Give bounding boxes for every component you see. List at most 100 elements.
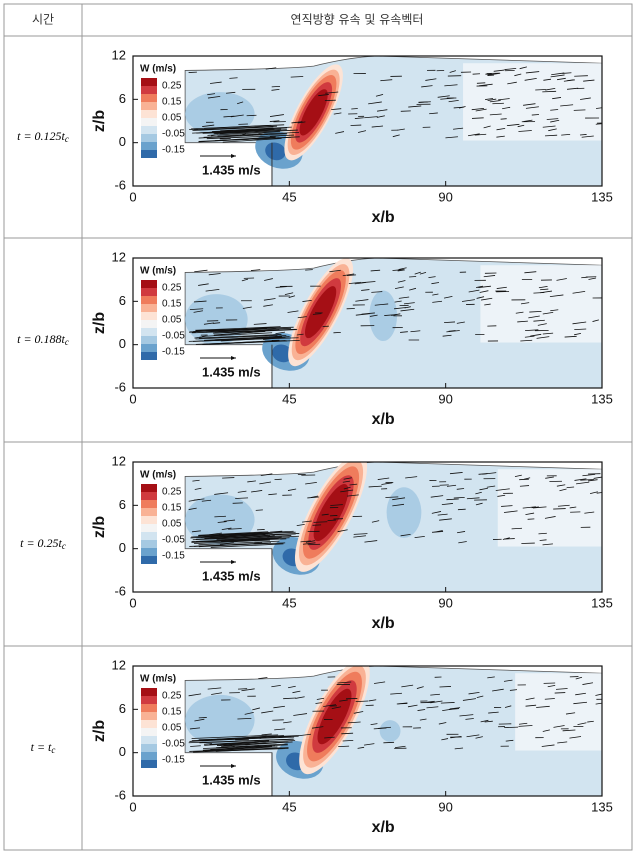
legend-label: 0.05 <box>162 519 182 530</box>
velocity-vector <box>518 722 528 725</box>
velocity-vector <box>361 289 370 291</box>
velocity-vector <box>368 699 377 702</box>
field <box>133 258 602 388</box>
jet-vector <box>194 125 277 131</box>
velocity-vector <box>533 292 545 294</box>
wall-downwash <box>272 344 293 363</box>
velocity-vector <box>453 496 465 499</box>
velocity-vector <box>241 278 249 282</box>
jet-vector <box>204 124 285 129</box>
velocity-vector <box>189 308 204 311</box>
velocity-vector <box>542 312 554 315</box>
velocity-vector <box>467 133 480 137</box>
velocity-vector <box>468 692 480 695</box>
velocity-vector <box>543 78 552 81</box>
velocity-vector <box>443 295 453 299</box>
jet-vector <box>192 126 274 131</box>
velocity-vector <box>548 128 557 132</box>
velocity-vector <box>449 707 461 710</box>
velocity-vector <box>577 722 587 726</box>
velocity-vector <box>264 278 273 281</box>
velocity-vector <box>536 705 550 708</box>
velocity-vector <box>198 283 209 286</box>
jet-vector <box>191 328 296 334</box>
velocity-vector <box>557 741 568 744</box>
velocity-vector <box>589 491 598 495</box>
downwash-region <box>386 487 422 538</box>
legend-swatch <box>141 86 157 94</box>
velocity-vector <box>502 106 511 110</box>
y-tick-label: 0 <box>119 336 126 351</box>
velocity-vector <box>318 94 329 97</box>
velocity-vector <box>520 339 533 342</box>
velocity-vector <box>212 322 221 324</box>
velocity-vector <box>572 291 586 294</box>
velocity-vector <box>371 125 384 128</box>
velocity-vector <box>475 736 483 739</box>
velocity-vector <box>592 319 599 322</box>
velocity-vector <box>549 294 564 297</box>
velocity-vector <box>456 488 465 490</box>
velocity-vector <box>487 74 495 77</box>
velocity-vector <box>489 113 502 116</box>
velocity-vector <box>427 700 435 703</box>
velocity-vector <box>235 497 249 499</box>
velocity-vector <box>489 100 501 103</box>
legend-label: 0.25 <box>162 283 182 294</box>
velocity-vector <box>252 707 260 711</box>
velocity-vector <box>581 276 588 279</box>
velocity-vector <box>250 490 263 493</box>
velocity-vector <box>525 697 535 701</box>
velocity-vector <box>274 728 286 731</box>
velocity-vector <box>476 296 485 299</box>
y-tick-label: 12 <box>112 47 126 62</box>
velocity-vector <box>503 510 518 513</box>
legend-swatch <box>141 516 157 524</box>
velocity-vector <box>546 118 559 120</box>
velocity-vector <box>405 476 418 479</box>
velocity-vector <box>595 702 602 705</box>
velocity-vector <box>430 700 443 704</box>
velocity-vector <box>368 101 382 105</box>
velocity-vector <box>432 300 443 303</box>
velocity-vector <box>453 106 465 109</box>
legend-swatch <box>141 134 157 142</box>
velocity-vector <box>392 497 406 501</box>
velocity-vector <box>531 506 539 509</box>
velocity-vector <box>284 292 294 296</box>
legend-label: 0.25 <box>162 487 182 498</box>
velocity-vector <box>539 539 547 541</box>
time-label: t = 0.25tc <box>20 536 66 551</box>
velocity-vector <box>595 123 602 125</box>
velocity-vector <box>337 681 352 684</box>
velocity-vector <box>437 95 450 98</box>
x-axis-label: x/b <box>372 615 395 632</box>
velocity-vector <box>444 321 456 324</box>
velocity-vector <box>311 726 324 729</box>
legend-swatch <box>141 736 157 744</box>
near-zero-region <box>463 63 602 141</box>
legend-swatch <box>141 688 157 696</box>
reference-label: 1.435 m/s <box>202 568 261 583</box>
velocity-vector <box>221 527 232 530</box>
velocity-vector <box>253 323 267 325</box>
velocity-vector <box>544 698 555 700</box>
velocity-vector <box>501 505 513 507</box>
velocity-vector <box>493 69 505 72</box>
velocity-vector <box>190 745 201 747</box>
jet-vector <box>213 331 266 336</box>
velocity-vector <box>536 336 550 339</box>
velocity-vector <box>542 543 553 546</box>
legend-label: 0.25 <box>162 691 182 702</box>
y-tick-label: -6 <box>114 177 126 192</box>
legend-title: W (m/s) <box>140 674 176 685</box>
velocity-vector <box>442 708 454 712</box>
velocity-vector <box>403 302 415 305</box>
velocity-vector <box>305 269 313 271</box>
velocity-vector <box>430 495 444 498</box>
y-tick-label: 12 <box>112 657 126 672</box>
velocity-vector <box>342 273 355 277</box>
jet-vector <box>197 537 276 543</box>
y-tick-label: -6 <box>114 787 126 802</box>
velocity-vector <box>297 316 307 319</box>
